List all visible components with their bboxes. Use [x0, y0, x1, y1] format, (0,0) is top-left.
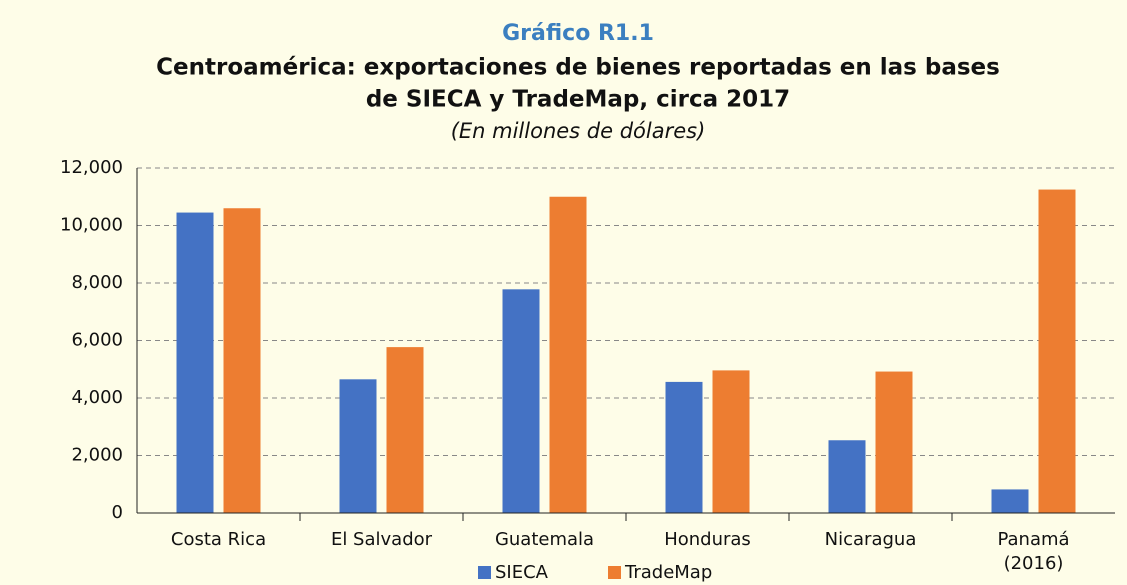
y-tick-label: 8,000 — [71, 272, 123, 293]
y-tick-label: 10,000 — [60, 215, 123, 236]
bar — [176, 212, 214, 513]
legend-label: SIECA — [495, 562, 549, 583]
bar — [549, 196, 587, 513]
y-tick-label: 2,000 — [71, 445, 123, 466]
chart-heading: Gráfico R1.1 — [502, 21, 654, 46]
legend-swatch — [478, 566, 491, 579]
x-tick-label: Costa Rica — [170, 529, 267, 550]
x-tick-label: Panamá (2016) — [997, 529, 1070, 574]
chart-subtitle: (En millones de dólares) — [451, 119, 706, 143]
y-tick-label: 12,000 — [60, 157, 123, 178]
bar — [386, 347, 424, 513]
bar — [875, 371, 913, 513]
bar — [828, 440, 866, 513]
y-tick-label: 0 — [112, 502, 123, 523]
chart-title: de SIECA y TradeMap, circa 2017 — [366, 87, 790, 113]
legend-swatch — [608, 566, 621, 579]
x-tick-label: Honduras — [664, 529, 751, 550]
bar — [1038, 189, 1076, 513]
bar — [502, 289, 540, 513]
x-tick-label: El Salvador — [330, 529, 433, 550]
chart-title: Centroamérica: exportaciones de bienes r… — [156, 55, 1000, 81]
y-tick-label: 4,000 — [71, 387, 123, 408]
x-tick-label: Guatemala — [494, 529, 595, 550]
bar — [712, 370, 750, 513]
bar — [665, 381, 703, 513]
y-tick-label: 6,000 — [71, 330, 123, 351]
bar — [991, 489, 1029, 513]
legend-label: TradeMap — [624, 562, 712, 583]
x-tick-label: Nicaragua — [824, 529, 917, 550]
bar — [223, 208, 261, 513]
bar — [339, 379, 377, 513]
